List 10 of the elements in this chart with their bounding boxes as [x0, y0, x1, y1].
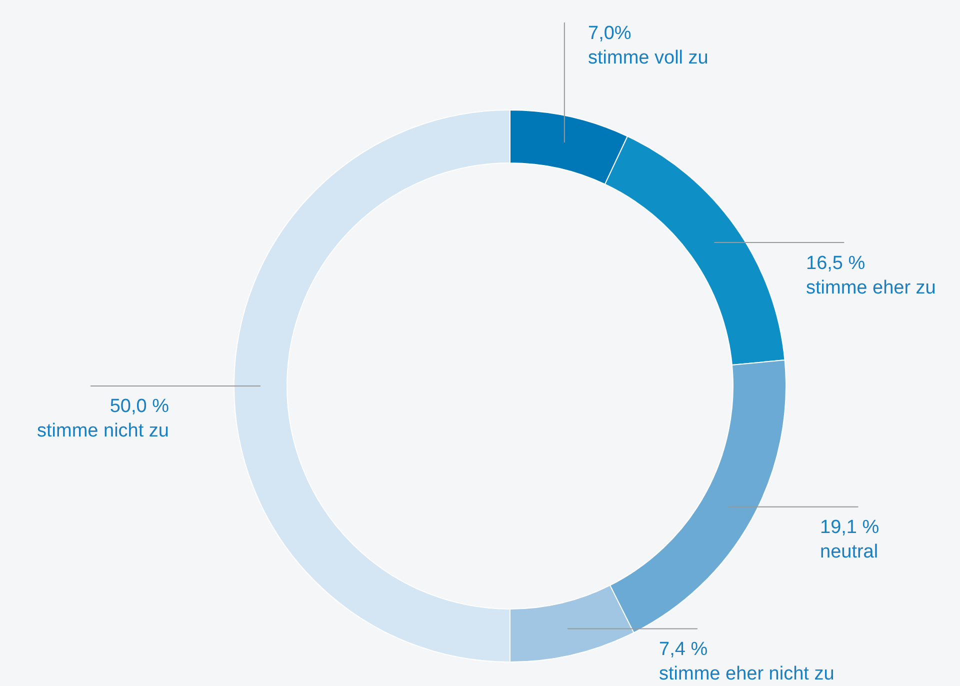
slice-label: stimme nicht zu	[37, 420, 169, 442]
data-label: 16,5 %	[806, 253, 866, 274]
slice-label: stimme voll zu	[588, 48, 708, 69]
data-label: 50,0 %	[110, 396, 170, 417]
data-label: 19,1 %	[820, 517, 880, 538]
slice-label: neutral	[820, 542, 878, 563]
data-label: 7,0%	[588, 23, 632, 44]
slice-label: stimme eher zu	[806, 278, 936, 299]
slice-label: stimme eher nicht zu	[659, 664, 834, 685]
data-label: 7,4 %	[659, 639, 708, 660]
